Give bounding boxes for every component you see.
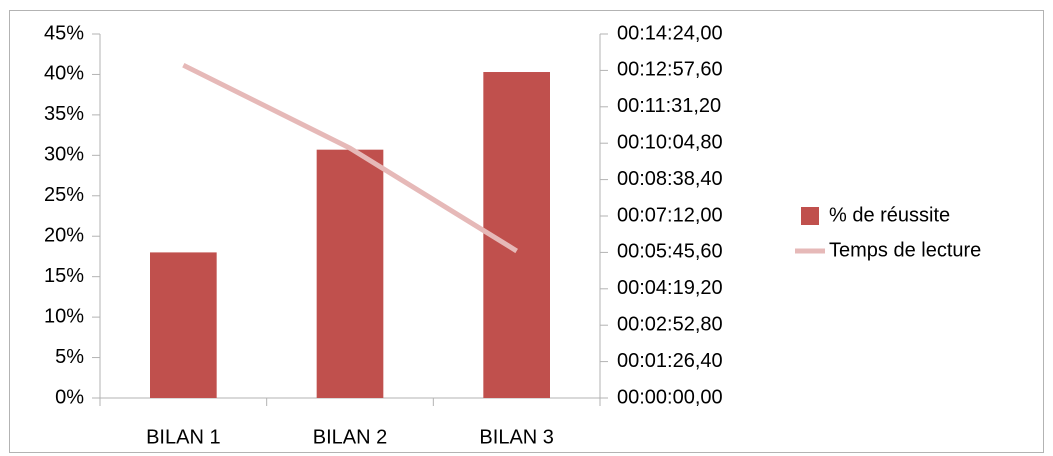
y-tick-label: 15%: [44, 265, 84, 287]
y2-tick-label: 00:14:24,00: [617, 22, 723, 44]
y2-tick-label: 00:00:00,00: [617, 386, 723, 408]
y-tick-label: 40%: [44, 63, 84, 85]
y-tick-label: 45%: [44, 22, 84, 44]
bar: [316, 149, 384, 398]
y-tick-label: 35%: [44, 103, 84, 125]
x-tick-label: BILAN 3: [479, 426, 553, 448]
y2-tick-label: 00:07:12,00: [617, 204, 723, 226]
y2-tick-label: 00:11:31,20: [617, 95, 721, 117]
x-tick-label: BILAN 1: [146, 426, 220, 448]
x-tick-label: BILAN 2: [313, 426, 387, 448]
y2-tick-label: 00:05:45,60: [617, 241, 723, 263]
legend-label: Temps de lecture: [829, 239, 981, 261]
legend-label: % de réussite: [829, 204, 950, 226]
y2-tick-label: 00:08:38,40: [617, 168, 723, 190]
y-tick-label: 25%: [44, 184, 84, 206]
line-series: [182, 62, 518, 254]
y-tick-label: 30%: [44, 144, 84, 166]
y2-tick-label: 00:01:26,40: [617, 350, 723, 372]
y-tick-label: 5%: [55, 346, 84, 368]
y2-tick-label: 00:10:04,80: [617, 131, 723, 153]
y-tick-label: 10%: [44, 305, 84, 327]
bar: [150, 252, 217, 398]
y-tick-label: 0%: [55, 386, 84, 408]
y2-tick-label: 00:12:57,60: [617, 59, 723, 81]
legend-swatch: [801, 207, 819, 225]
y-tick-label: 20%: [44, 225, 84, 247]
y2-tick-label: 00:02:52,80: [617, 313, 723, 335]
y2-tick-label: 00:04:19,20: [617, 277, 723, 299]
